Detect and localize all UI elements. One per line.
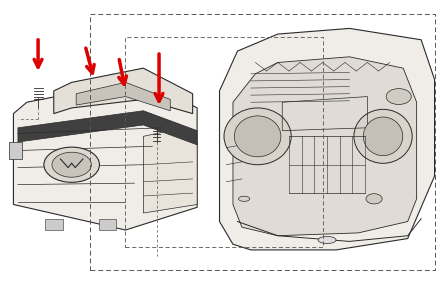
Ellipse shape bbox=[239, 196, 250, 201]
Polygon shape bbox=[76, 82, 170, 111]
Polygon shape bbox=[220, 28, 435, 250]
Ellipse shape bbox=[354, 109, 412, 163]
Polygon shape bbox=[54, 68, 193, 114]
Ellipse shape bbox=[234, 116, 281, 157]
Polygon shape bbox=[233, 57, 417, 236]
Circle shape bbox=[44, 147, 99, 182]
Polygon shape bbox=[18, 111, 197, 145]
Circle shape bbox=[52, 152, 91, 177]
Circle shape bbox=[366, 194, 382, 204]
Polygon shape bbox=[45, 219, 63, 230]
Polygon shape bbox=[143, 131, 197, 213]
Ellipse shape bbox=[224, 108, 291, 165]
Bar bbox=[125, 37, 323, 247]
Bar bbox=[90, 14, 435, 270]
Polygon shape bbox=[9, 142, 22, 159]
Ellipse shape bbox=[318, 236, 336, 244]
Circle shape bbox=[386, 89, 411, 105]
Polygon shape bbox=[13, 80, 197, 230]
Polygon shape bbox=[99, 219, 116, 230]
Ellipse shape bbox=[363, 117, 403, 156]
